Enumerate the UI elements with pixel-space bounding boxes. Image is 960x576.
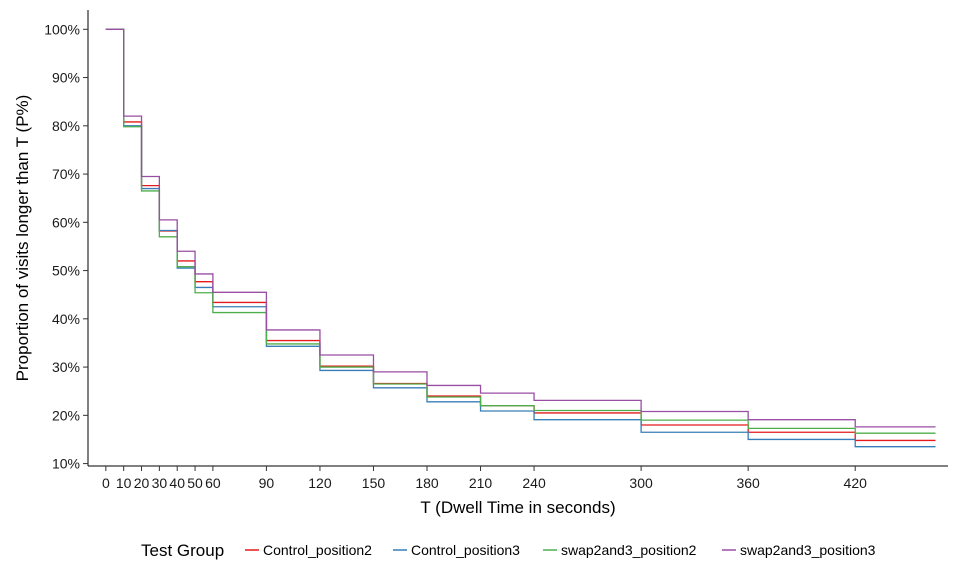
y-tick-label: 80% [52,118,80,134]
y-tick-label: 20% [52,407,80,423]
y-axis-title: Proportion of visits longer than T (P%) [13,95,32,382]
x-tick-label: 90 [259,475,275,491]
y-tick-label: 70% [52,166,80,182]
x-tick-label: 360 [736,475,760,491]
y-tick-label: 10% [52,456,80,472]
legend-title: Test Group [141,541,224,560]
y-tick-label: 100% [44,21,80,37]
x-tick-label: 20 [134,475,150,491]
x-tick-label: 10 [116,475,132,491]
x-tick-label: 180 [415,475,439,491]
y-axis: 10% 20% 30% 40% 50% 60% 70% 80% 90% 100% [44,10,89,472]
x-tick-label: 60 [205,475,221,491]
x-axis: 0 10 20 30 40 50 60 90 120 150 180 210 240 300 360 420 [88,465,948,491]
x-tick-label: 150 [362,475,386,491]
x-tick-label: 50 [187,475,203,491]
x-axis-title: T (Dwell Time in seconds) [420,498,615,517]
y-tick-label: 90% [52,70,80,86]
legend-label: swap2and3_position2 [561,542,697,558]
x-tick-label: 240 [522,475,546,491]
y-tick-label: 60% [52,214,80,230]
y-tick-label: 50% [52,263,80,279]
x-tick-label: 0 [102,475,110,491]
series-group [105,28,936,448]
series-line-swap2and3-position2 [105,28,936,434]
x-tick-label: 210 [469,475,493,491]
legend-label: Control_position3 [411,542,520,558]
y-tick-label: 40% [52,311,80,327]
x-tick-label: 30 [152,475,168,491]
legend-label: Control_position2 [263,542,372,558]
x-tick-label: 420 [844,475,868,491]
x-tick-label: 120 [308,475,332,491]
legend: Test Group Control_position2 Control_posi… [141,541,876,560]
x-tick-label: 300 [629,475,653,491]
series-line-control-position2 [105,28,936,442]
series-line-control-position3 [105,28,936,448]
legend-label: swap2and3_position3 [740,542,876,558]
y-tick-label: 30% [52,359,80,375]
series-line-swap2and3-position3 [105,28,936,428]
x-tick-label: 40 [169,475,185,491]
